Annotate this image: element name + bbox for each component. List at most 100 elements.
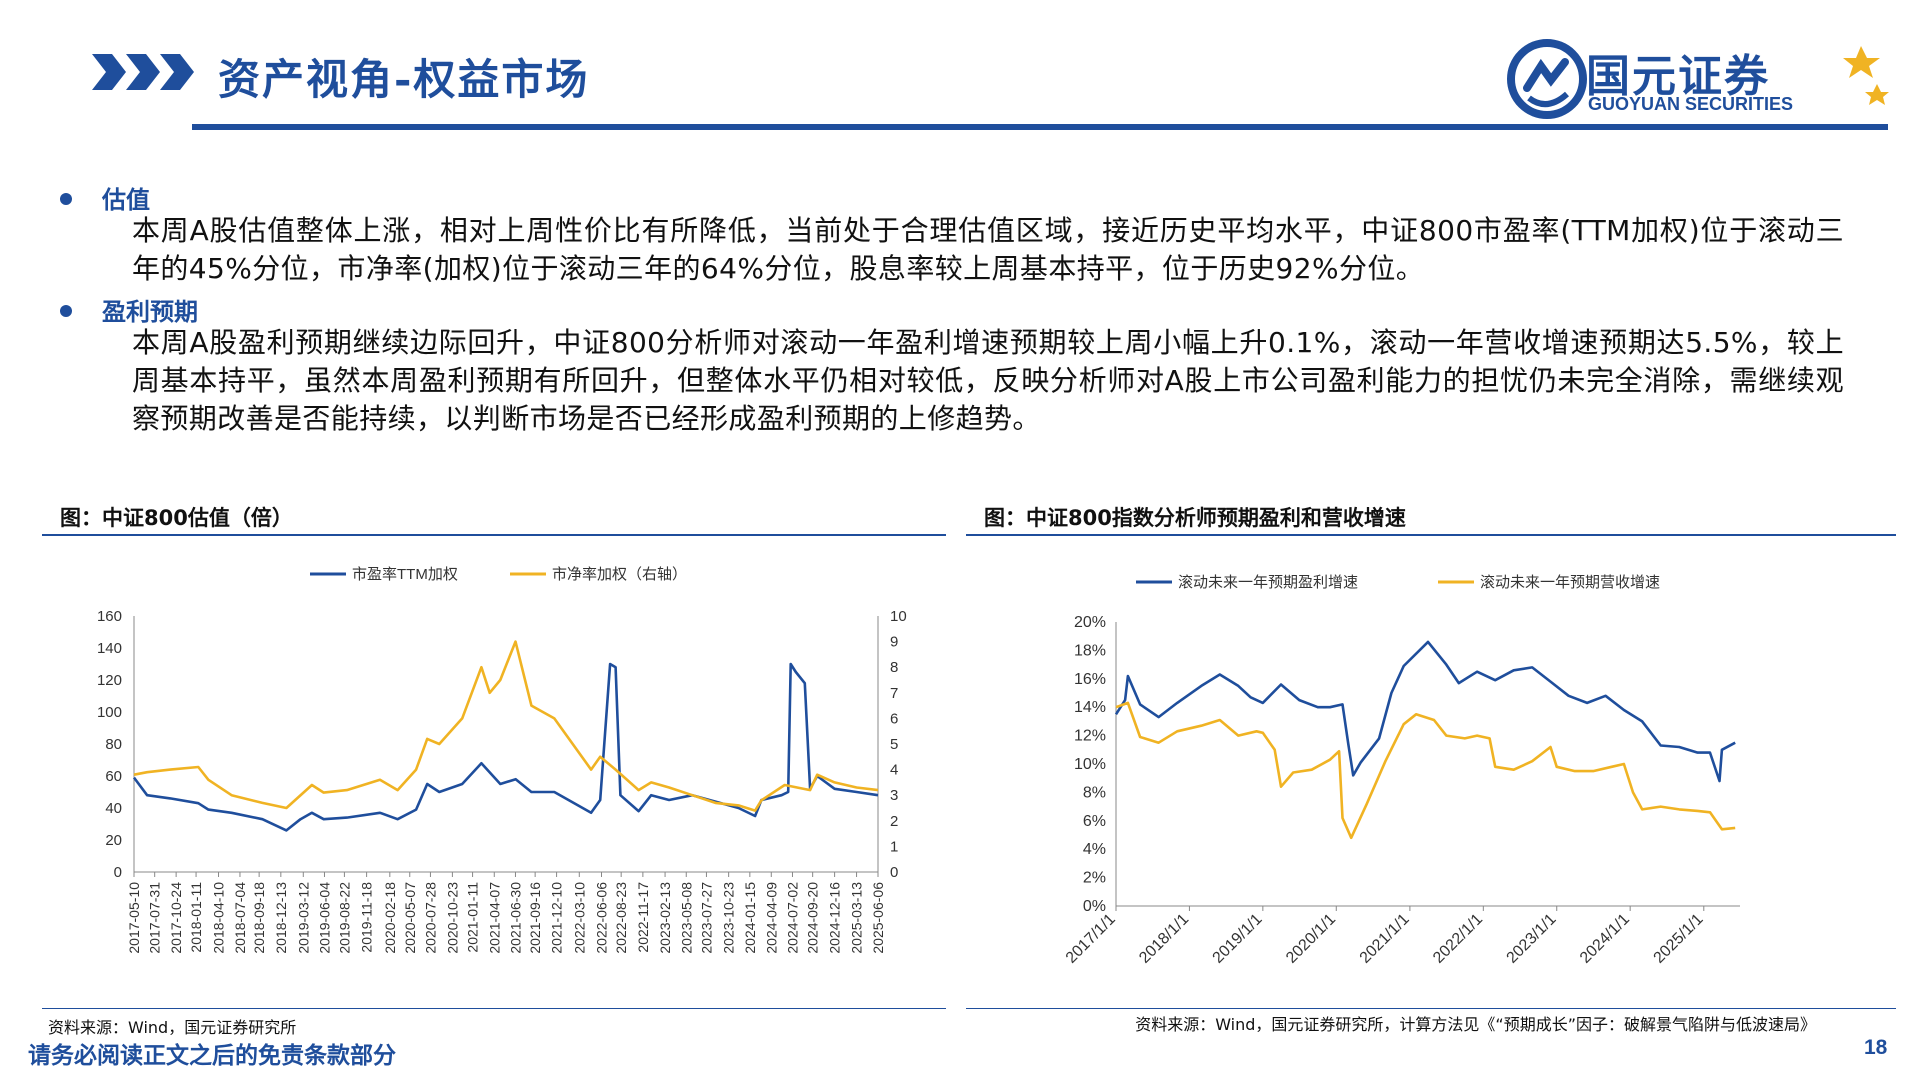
y2-tick-label: 6 — [890, 710, 898, 727]
y-tick-label: 4% — [1083, 841, 1106, 858]
x-tick-label: 2017-07-31 — [147, 882, 163, 954]
x-tick-label: 2021/1/1 — [1357, 911, 1413, 967]
y-tick-label: 6% — [1083, 813, 1106, 830]
x-tick-label: 2025-06-06 — [870, 882, 886, 954]
logo-text-cn: 国元证券 — [1586, 51, 1770, 102]
x-tick-label: 2018-04-10 — [211, 882, 227, 954]
series-line-1 — [1114, 640, 1736, 783]
y-tick-label: 2% — [1083, 870, 1106, 887]
x-tick-label: 2025-03-13 — [849, 882, 865, 954]
x-tick-label: 2022/1/1 — [1430, 911, 1486, 967]
series-line-1 — [132, 662, 879, 832]
y2-tick-label: 10 — [890, 608, 907, 625]
x-tick-label: 2018-09-18 — [251, 882, 267, 954]
y2-tick-label: 4 — [890, 762, 898, 779]
y-tick-label: 60 — [105, 768, 122, 785]
y-tick-label: 0 — [114, 864, 122, 881]
x-tick-label: 2020-05-07 — [402, 882, 418, 954]
x-tick-label: 2021-06-30 — [507, 882, 523, 954]
y-tick-label: 0% — [1083, 898, 1106, 915]
figure-title-left: 图：中证800估值（倍） — [60, 506, 293, 530]
x-tick-label: 2021-09-16 — [527, 882, 543, 954]
legend-label: 市盈率TTM加权 — [352, 566, 458, 583]
x-tick-label: 2018/1/1 — [1136, 911, 1192, 967]
logo-text-en: GUOYUAN SECURITIES — [1588, 94, 1794, 114]
y-tick-label: 12% — [1074, 728, 1106, 745]
y-tick-label: 10% — [1074, 756, 1106, 773]
y-tick-label: 18% — [1074, 642, 1106, 659]
source-rule-right — [966, 1008, 1896, 1009]
section-paragraph-earnings: 本周A股盈利预期继续边际回升，中证800分析师对滚动一年盈利增速预期较上周小幅上… — [132, 326, 1844, 435]
y-tick-label: 14% — [1074, 699, 1106, 716]
bullet-dot-icon — [60, 304, 72, 317]
x-tick-label: 2023-10-23 — [721, 882, 737, 954]
y-tick-label: 100 — [97, 704, 122, 721]
y-tick-label: 160 — [97, 608, 122, 625]
series-line-2 — [1115, 701, 1736, 840]
chevron-arrows-icon — [92, 54, 194, 90]
x-tick-label: 2018-01-11 — [188, 882, 204, 953]
x-tick-label: 2023-02-13 — [657, 882, 673, 954]
x-tick-label: 2021-04-07 — [486, 882, 502, 954]
y2-tick-label: 1 — [890, 838, 898, 855]
source-note-right: 资料来源：Wind，国元证券研究所，计算方法见《“预期成长”因子：破解景气陷阱与… — [1135, 1015, 1816, 1034]
figure-rule-left — [42, 534, 946, 536]
x-tick-label: 2020-02-18 — [382, 882, 398, 954]
section-paragraph-valuation: 本周A股估值整体上涨，相对上周性价比有所降低，当前处于合理估值区域，接近历史平均… — [132, 214, 1844, 285]
guoyuan-logo-icon — [1507, 39, 1889, 119]
valuation-chart: 0 20 40 60 80 100 120 140 160 0 1 2 3 4 5 6 7 8 9 10 2017-05… — [97, 566, 907, 954]
x-tick-label: 2019-08-22 — [336, 882, 352, 954]
title-divider — [192, 124, 1888, 130]
section-heading-text: 估值 — [102, 185, 150, 214]
x-tick-label: 2020-07-28 — [422, 882, 438, 954]
x-tick-label: 2018-12-13 — [273, 882, 289, 954]
x-tick-label: 2020-10-23 — [444, 882, 460, 954]
x-tick-label: 2024-07-02 — [784, 882, 800, 954]
x-tick-label: 2019/1/1 — [1210, 911, 1266, 967]
y-tick-label: 20 — [105, 832, 122, 849]
y-tick-label: 140 — [97, 640, 122, 657]
x-tick-label: 2019-03-12 — [295, 882, 311, 954]
legend-label: 滚动未来一年预期营收增速 — [1480, 574, 1660, 591]
x-tick-label: 2019-06-04 — [316, 882, 332, 954]
x-tick-label: 2024/1/1 — [1577, 911, 1633, 967]
page-title: 资产视角-权益市场 — [218, 55, 590, 104]
x-tick-label: 2021-12-10 — [549, 882, 565, 954]
section-heading-earnings: 盈利预期 — [60, 292, 198, 327]
y2-tick-label: 0 — [890, 864, 898, 881]
x-tick-label: 2017/1/1 — [1063, 911, 1119, 967]
legend-label: 市净率加权（右轴） — [552, 566, 687, 583]
x-tick-label: 2020/1/1 — [1283, 911, 1339, 967]
source-note-left: 资料来源：Wind，国元证券研究所 — [48, 1018, 297, 1037]
x-tick-label: 2022-11-17 — [635, 882, 651, 953]
y2-tick-label: 8 — [890, 659, 898, 676]
section-heading-text: 盈利预期 — [102, 297, 198, 326]
x-tick-label: 2021-01-11 — [465, 882, 481, 953]
y2-tick-label: 9 — [890, 634, 898, 651]
x-tick-label: 2022-03-10 — [571, 882, 587, 954]
series-line-2 — [133, 640, 879, 812]
x-tick-label: 2019-11-18 — [359, 882, 375, 953]
page-number: 18 — [1864, 1036, 1888, 1059]
y-tick-label: 120 — [97, 672, 122, 689]
x-tick-label: 2024-12-16 — [827, 882, 843, 954]
x-tick-label: 2023/1/1 — [1504, 911, 1560, 967]
footer-disclaimer: 请务必阅读正文之后的免责条款部分 — [28, 1042, 396, 1069]
y-tick-label: 40 — [105, 800, 122, 817]
y2-tick-label: 3 — [890, 787, 898, 804]
x-tick-label: 2023-07-27 — [698, 882, 714, 954]
figure-rule-right — [966, 534, 1896, 536]
y-tick-label: 16% — [1074, 671, 1106, 688]
bullet-dot-icon — [60, 192, 72, 205]
y2-tick-label: 2 — [890, 813, 898, 830]
growth-chart: 0% 2% 4% 6% 8% 10% 12% 14% 16% 18% 20% 2017/1/1 2018… — [1063, 574, 1740, 967]
x-tick-label: 2017-10-24 — [168, 882, 184, 954]
x-tick-label: 2024-09-20 — [805, 882, 821, 954]
section-heading-valuation: 估值 — [60, 180, 150, 215]
x-tick-label: 2024-01-15 — [742, 882, 758, 954]
y-tick-label: 80 — [105, 736, 122, 753]
x-tick-label: 2017-05-10 — [126, 882, 142, 954]
figure-title-right: 图：中证800指数分析师预期盈利和营收增速 — [984, 506, 1406, 530]
x-tick-label: 2018-07-04 — [232, 882, 248, 954]
x-tick-label: 2022-08-23 — [613, 882, 629, 954]
